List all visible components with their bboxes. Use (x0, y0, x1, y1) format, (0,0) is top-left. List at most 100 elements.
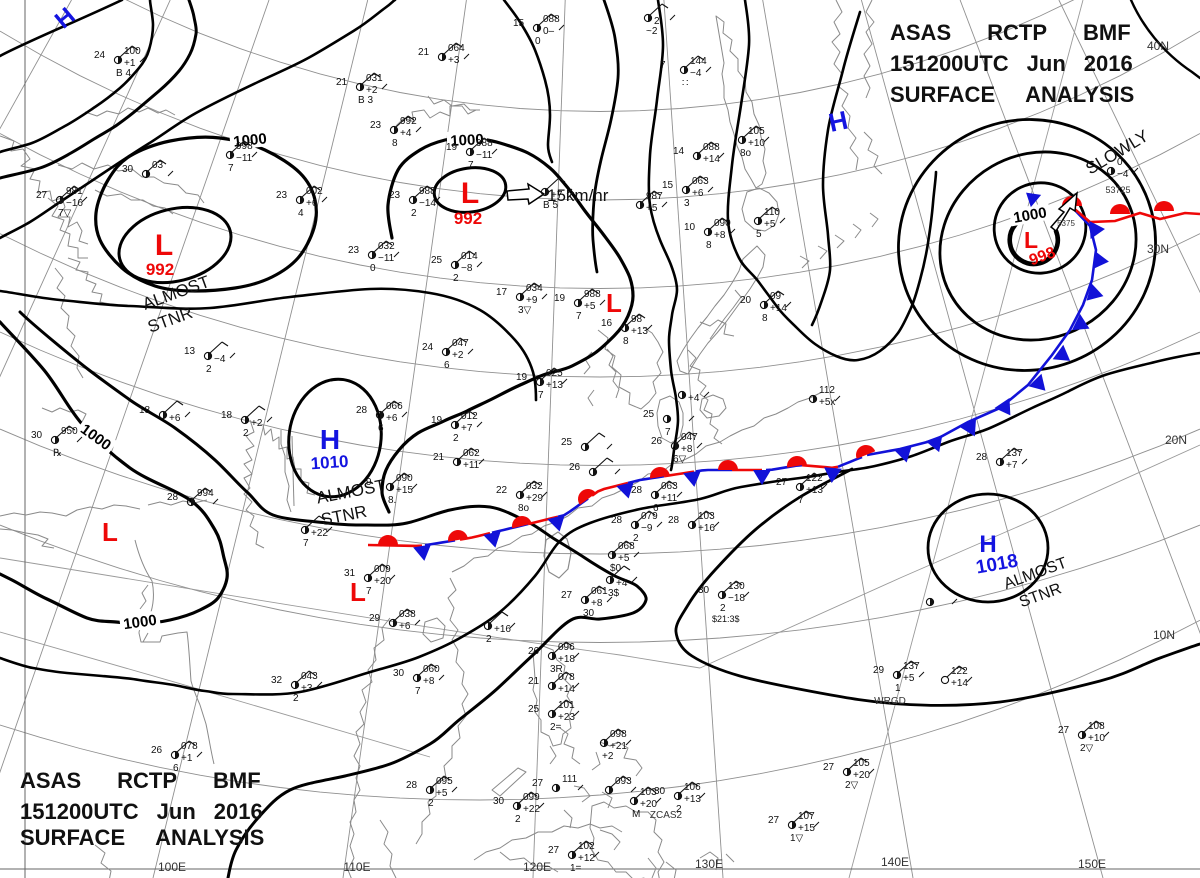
svg-text:014: 014 (461, 251, 478, 262)
svg-text:988: 988 (419, 186, 436, 197)
svg-text:−4: −4 (690, 68, 702, 79)
svg-text:B 3: B 3 (358, 95, 373, 106)
svg-text:998: 998 (236, 141, 253, 152)
svg-text:7: 7 (660, 60, 666, 71)
svg-text:6: 6 (173, 763, 179, 774)
svg-text:2: 2 (654, 16, 660, 27)
svg-text:+4: +4 (616, 578, 628, 589)
svg-text:1000: 1000 (233, 130, 268, 150)
svg-text:062: 062 (463, 448, 480, 459)
svg-text:20: 20 (740, 295, 752, 306)
svg-text:068: 068 (618, 541, 635, 552)
svg-text:105: 105 (748, 126, 765, 137)
svg-text:150E: 150E (1078, 857, 1106, 871)
svg-text:130: 130 (728, 581, 745, 592)
svg-text:1=: 1= (570, 863, 582, 874)
svg-text:23: 23 (276, 190, 288, 201)
svg-text:8: 8 (623, 336, 629, 347)
svg-text:144: 144 (690, 56, 707, 67)
svg-text:19: 19 (516, 372, 528, 383)
svg-text:16: 16 (601, 318, 613, 329)
svg-text:26: 26 (151, 745, 163, 756)
svg-text:L: L (1024, 227, 1038, 253)
svg-text:120E: 120E (523, 860, 551, 874)
svg-text:+20: +20 (640, 799, 657, 810)
svg-text:110: 110 (764, 207, 780, 218)
svg-text:24: 24 (94, 50, 106, 61)
svg-text:29: 29 (369, 613, 381, 624)
svg-text:29: 29 (873, 665, 885, 676)
svg-text:19: 19 (431, 415, 443, 426)
svg-text:+21: +21 (610, 741, 627, 752)
svg-text:19: 19 (554, 293, 566, 304)
svg-text:2=: 2= (550, 722, 562, 733)
svg-text:1000: 1000 (1012, 204, 1048, 227)
svg-text:2▽: 2▽ (1080, 743, 1094, 754)
svg-text:10: 10 (684, 222, 696, 233)
svg-text:WRGD: WRGD (874, 696, 906, 707)
svg-text:27: 27 (768, 815, 780, 826)
svg-text:30: 30 (654, 786, 666, 797)
svg-text:+8: +8 (423, 676, 435, 687)
svg-text:8: 8 (762, 313, 768, 324)
svg-text:+18: +18 (558, 654, 575, 665)
svg-text:25: 25 (528, 704, 540, 715)
svg-text:7: 7 (538, 390, 544, 401)
svg-text:2: 2 (720, 603, 726, 614)
svg-text:047: 047 (681, 432, 698, 443)
svg-text:13: 13 (184, 346, 196, 357)
svg-text:27: 27 (561, 590, 573, 601)
svg-text:088: 088 (703, 142, 720, 153)
svg-text:14: 14 (673, 146, 685, 157)
svg-text:+3: +3 (448, 55, 460, 66)
svg-text:+2: +2 (366, 85, 378, 96)
svg-text:5: 5 (756, 229, 762, 240)
svg-text:+11: +11 (661, 493, 678, 504)
svg-text:21: 21 (433, 452, 445, 463)
svg-text:30: 30 (493, 796, 505, 807)
svg-text:988: 988 (584, 289, 601, 300)
svg-text:110E: 110E (343, 860, 370, 874)
svg-text:+5: +5 (584, 301, 596, 312)
svg-text:L: L (102, 517, 118, 547)
svg-text:28: 28 (611, 515, 623, 526)
svg-text:+13: +13 (546, 380, 563, 391)
svg-text:101: 101 (558, 700, 575, 711)
svg-text:1010: 1010 (310, 452, 349, 474)
svg-text:+6: +6 (306, 198, 318, 209)
svg-text:30: 30 (583, 608, 595, 619)
svg-text:26: 26 (651, 436, 663, 447)
svg-text:+14: +14 (770, 303, 787, 314)
svg-text:2: 2 (293, 693, 299, 704)
svg-text:0: 0 (370, 263, 376, 274)
svg-text:30: 30 (698, 585, 710, 596)
svg-text:034: 034 (526, 283, 543, 294)
svg-text:137: 137 (1006, 448, 1023, 459)
svg-text:2: 2 (243, 428, 249, 439)
svg-text:025: 025 (546, 368, 563, 379)
svg-text:112: 112 (819, 385, 835, 396)
svg-text:+6: +6 (399, 621, 411, 632)
svg-text:L: L (461, 177, 479, 210)
svg-text:+5: +5 (436, 788, 448, 799)
svg-text:98: 98 (631, 314, 643, 325)
svg-text:093: 093 (615, 776, 632, 787)
svg-text:7: 7 (576, 311, 582, 322)
svg-text:−16: −16 (66, 198, 83, 209)
svg-text:3$: 3$ (608, 588, 620, 599)
svg-text:−8: −8 (461, 263, 473, 274)
svg-text:032: 032 (378, 241, 395, 252)
svg-text:+13: +13 (684, 794, 701, 805)
svg-text:+15: +15 (798, 823, 815, 834)
svg-text:130E: 130E (695, 857, 723, 871)
svg-text:−9: −9 (641, 523, 653, 534)
svg-text:+2: +2 (602, 751, 614, 762)
svg-text:15km/hr: 15km/hr (547, 186, 609, 205)
svg-text:+2: +2 (452, 350, 464, 361)
svg-text:100: 100 (124, 46, 141, 57)
svg-text:994: 994 (197, 488, 214, 499)
svg-text:063: 063 (692, 176, 709, 187)
svg-text:3: 3 (684, 198, 690, 209)
svg-text:15: 15 (662, 180, 674, 191)
